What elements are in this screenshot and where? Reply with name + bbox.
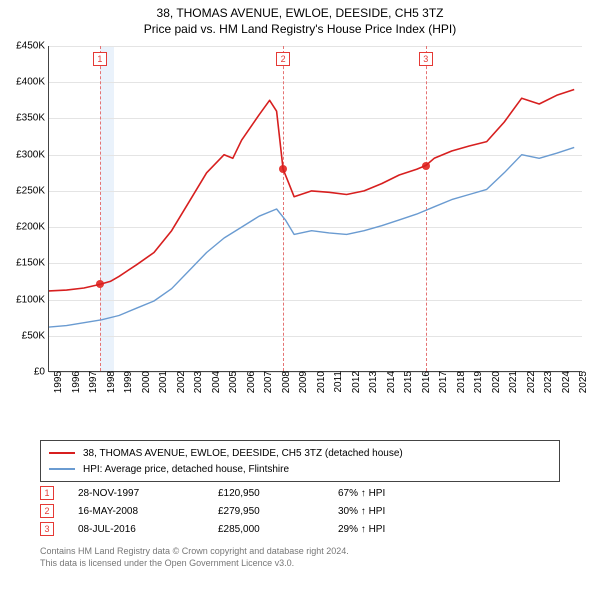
x-tick-label: 1995 xyxy=(49,371,64,393)
x-tick-label: 1996 xyxy=(67,371,82,393)
legend-swatch xyxy=(49,468,75,470)
sale-row-badge: 3 xyxy=(40,522,54,536)
x-tick-label: 2007 xyxy=(259,371,274,393)
x-tick-label: 2019 xyxy=(469,371,484,393)
legend: 38, THOMAS AVENUE, EWLOE, DEESIDE, CH5 3… xyxy=(40,440,560,482)
plot-area: £0£50K£100K£150K£200K£250K£300K£350K£400… xyxy=(48,46,582,372)
sale-row-badge: 2 xyxy=(40,504,54,518)
sale-vs-hpi: 67% ↑ HPI xyxy=(338,488,458,499)
title-block: 38, THOMAS AVENUE, EWLOE, DEESIDE, CH5 3… xyxy=(0,0,600,38)
x-tick-label: 2001 xyxy=(154,371,169,393)
chart-area: £0 £50K £100K £150K £200K £250K £300K £350K £400… xyxy=(0,42,600,412)
series-line xyxy=(49,90,574,291)
legend-item: 38, THOMAS AVENUE, EWLOE, DEESIDE, CH5 3… xyxy=(49,445,551,461)
sale-vs-hpi: 29% ↑ HPI xyxy=(338,524,458,535)
sale-price: £120,950 xyxy=(218,488,338,499)
subtitle: Price paid vs. HM Land Registry's House … xyxy=(10,22,590,36)
x-tick-label: 2024 xyxy=(557,371,572,393)
x-tick-label: 2013 xyxy=(364,371,379,393)
y-tick-label: £100K xyxy=(16,294,49,305)
x-tick-label: 2009 xyxy=(294,371,309,393)
x-tick-label: 2018 xyxy=(452,371,467,393)
footer-line-2: This data is licensed under the Open Gov… xyxy=(40,558,560,570)
x-tick-label: 1998 xyxy=(102,371,117,393)
y-tick-label: £200K xyxy=(16,222,49,233)
x-tick-label: 2020 xyxy=(487,371,502,393)
legend-item: HPI: Average price, detached house, Flin… xyxy=(49,461,551,477)
series-line xyxy=(49,147,574,327)
x-tick-label: 2005 xyxy=(224,371,239,393)
footer-line-1: Contains HM Land Registry data © Crown c… xyxy=(40,546,560,558)
x-tick-label: 1997 xyxy=(84,371,99,393)
x-tick-label: 2014 xyxy=(382,371,397,393)
x-tick-label: 2015 xyxy=(399,371,414,393)
y-tick-label: £350K xyxy=(16,113,49,124)
x-tick-label: 2012 xyxy=(347,371,362,393)
x-tick-label: 2010 xyxy=(312,371,327,393)
y-tick-label: £250K xyxy=(16,185,49,196)
sale-vs-hpi: 30% ↑ HPI xyxy=(338,506,458,517)
legend-label: HPI: Average price, detached house, Flin… xyxy=(83,464,289,475)
y-tick-label: £50K xyxy=(22,330,49,341)
sale-date: 16-MAY-2008 xyxy=(78,506,218,517)
x-tick-label: 2023 xyxy=(539,371,554,393)
x-tick-label: 2022 xyxy=(522,371,537,393)
sale-row: 3 08-JUL-2016£285,00029% ↑ HPI xyxy=(40,520,560,538)
x-tick-label: 2021 xyxy=(504,371,519,393)
attribution-footer: Contains HM Land Registry data © Crown c… xyxy=(40,546,560,569)
x-tick-label: 2000 xyxy=(137,371,152,393)
x-tick-label: 2016 xyxy=(417,371,432,393)
legend-label: 38, THOMAS AVENUE, EWLOE, DEESIDE, CH5 3… xyxy=(83,448,403,459)
sale-price: £285,000 xyxy=(218,524,338,535)
sale-date: 28-NOV-1997 xyxy=(78,488,218,499)
y-tick-label: £300K xyxy=(16,149,49,160)
x-tick-label: 2006 xyxy=(242,371,257,393)
x-tick-label: 2017 xyxy=(434,371,449,393)
y-tick-label: £400K xyxy=(16,77,49,88)
y-tick-label: £0 xyxy=(34,367,49,378)
sale-price: £279,950 xyxy=(218,506,338,517)
series-layer xyxy=(49,46,583,372)
x-tick-label: 2004 xyxy=(207,371,222,393)
legend-swatch xyxy=(49,452,75,454)
sale-row: 1 28-NOV-1997£120,95067% ↑ HPI xyxy=(40,484,560,502)
sales-table: 1 28-NOV-1997£120,95067% ↑ HPI 2 16-MAY-200… xyxy=(40,484,560,538)
x-tick-label: 2003 xyxy=(189,371,204,393)
sale-row-badge: 1 xyxy=(40,486,54,500)
y-tick-label: £450K xyxy=(16,41,49,52)
x-tick-label: 2011 xyxy=(329,371,344,393)
x-tick-label: 1999 xyxy=(119,371,134,393)
chart-container: 38, THOMAS AVENUE, EWLOE, DEESIDE, CH5 3… xyxy=(0,0,600,590)
sale-row: 2 16-MAY-2008£279,95030% ↑ HPI xyxy=(40,502,560,520)
x-tick-label: 2025 xyxy=(574,371,589,393)
address-title: 38, THOMAS AVENUE, EWLOE, DEESIDE, CH5 3… xyxy=(10,6,590,20)
x-tick-label: 2002 xyxy=(172,371,187,393)
x-tick-label: 2008 xyxy=(277,371,292,393)
sale-date: 08-JUL-2016 xyxy=(78,524,218,535)
y-tick-label: £150K xyxy=(16,258,49,269)
